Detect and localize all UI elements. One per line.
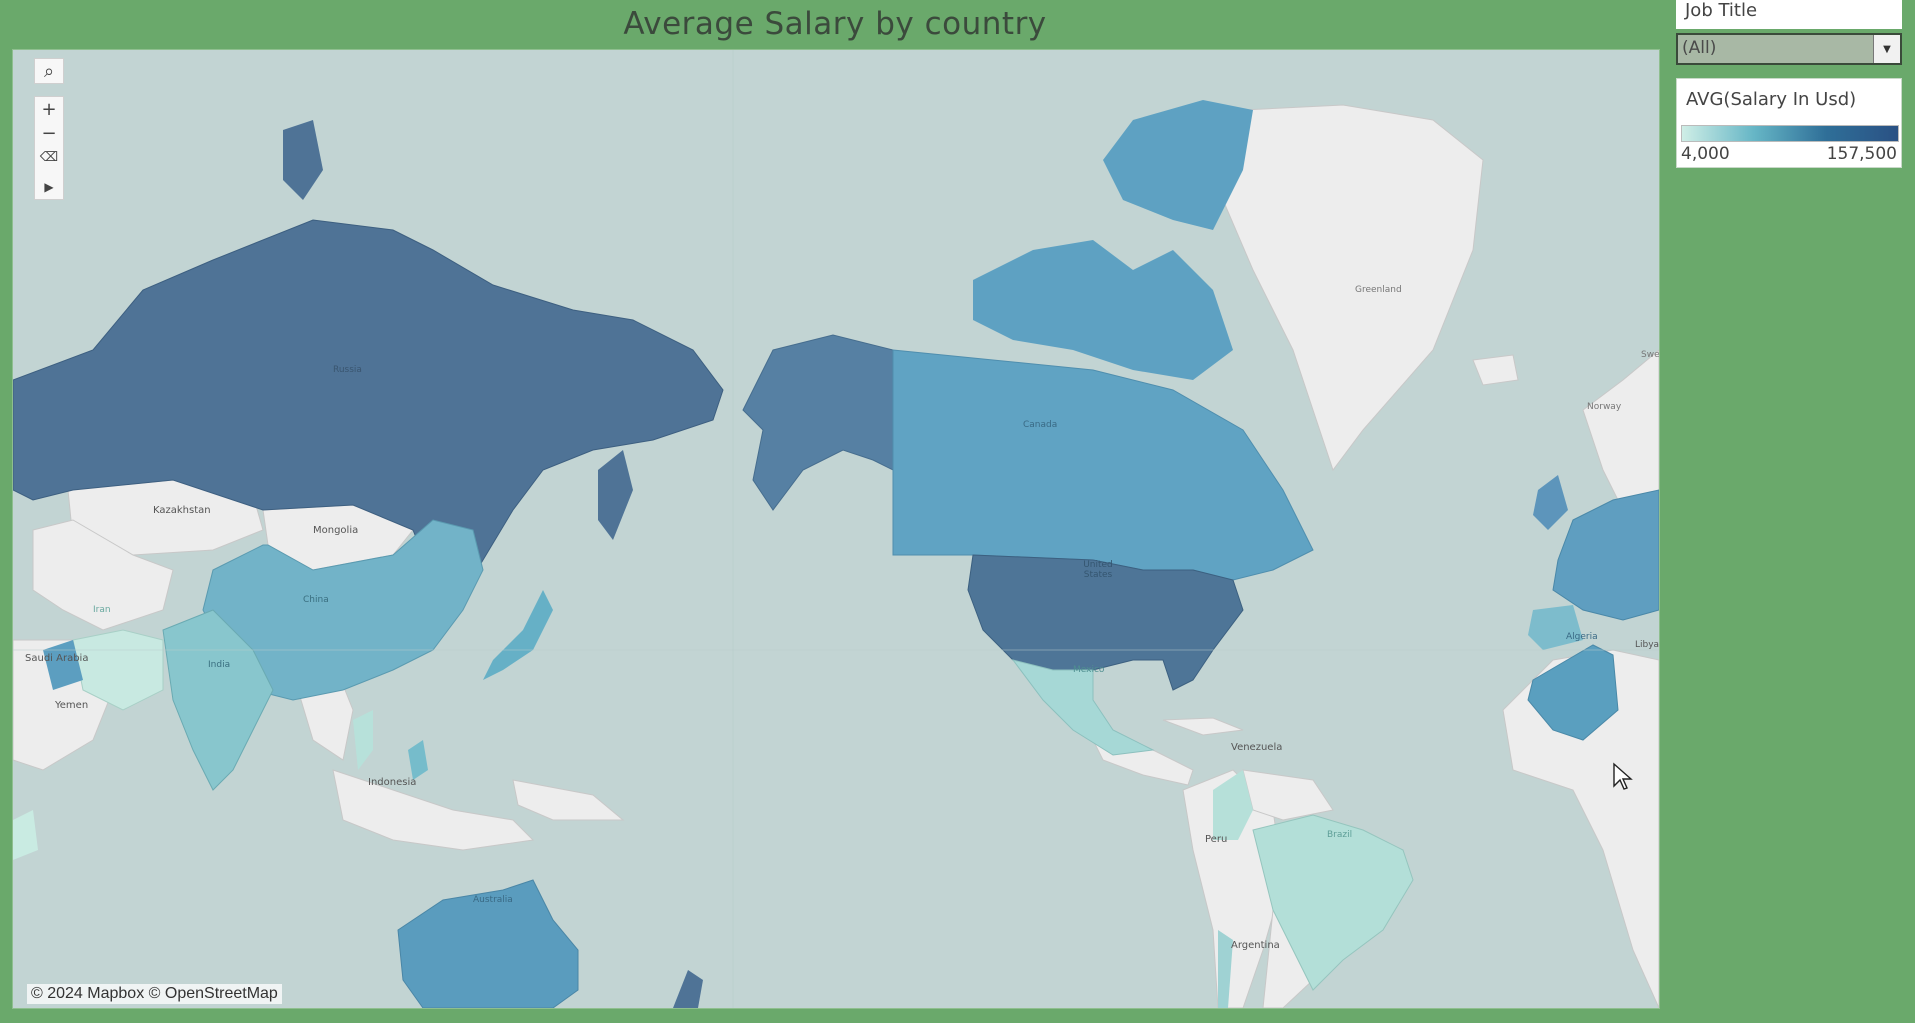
label-china: China — [303, 595, 329, 605]
scandinavia-region — [1582, 349, 1659, 511]
filter-selected-value: (All) — [1682, 38, 1717, 58]
label-venezuela: Venezuela — [1231, 742, 1283, 753]
chevron-down-icon[interactable]: ▼ — [1873, 35, 1900, 63]
label-canada: Canada — [1023, 420, 1058, 430]
label-russia: Russia — [333, 365, 362, 375]
zoom-in-icon[interactable]: + — [41, 98, 57, 120]
iberia-shape — [1528, 605, 1583, 650]
legend-title: AVG(Salary In Usd) — [1686, 89, 1857, 110]
colombia-shape — [1213, 770, 1253, 840]
iceland-region — [1472, 354, 1519, 386]
label-kazakhstan: Kazakhstan — [153, 505, 211, 516]
label-india: India — [208, 660, 231, 670]
png-region — [512, 779, 625, 821]
alaska-shape — [742, 334, 894, 511]
uk-shape — [1533, 475, 1568, 530]
europe-shape — [1552, 489, 1659, 621]
label-greenland: Greenland — [1355, 285, 1402, 295]
label-mongolia: Mongolia — [313, 525, 359, 536]
graticule — [13, 50, 1659, 1008]
unmatched-land — [13, 104, 1659, 1008]
new-zealand-shape — [673, 970, 703, 1008]
caribbean-region — [1162, 717, 1244, 736]
east-africa-shape — [13, 810, 38, 860]
brazil-shape — [1252, 814, 1414, 991]
label-peru: Peru — [1205, 834, 1228, 845]
greenland-region — [1222, 104, 1484, 472]
clear-selection-icon[interactable]: ⌫ — [39, 149, 59, 165]
japan-shape — [483, 590, 553, 680]
legend-max-value: 157,500 — [1826, 144, 1897, 164]
philippines-shape — [408, 740, 428, 780]
label-brazil: Brazil — [1327, 830, 1353, 840]
label-libya: Libya — [1635, 640, 1660, 650]
color-legend: AVG(Salary In Usd) 4,000 157,500 — [1676, 78, 1902, 168]
label-saudi-arabia: Saudi Arabia — [25, 653, 89, 664]
label-mexico: Mexico — [1073, 665, 1105, 675]
expand-toolbar-icon[interactable]: ▶ — [44, 180, 54, 194]
vietnam-shape — [353, 710, 373, 770]
job-title-filter-dropdown[interactable]: (All) ▼ — [1676, 33, 1902, 65]
canada-shape — [892, 349, 1314, 581]
label-sweden: Swe — [1641, 350, 1660, 360]
venezuela-region — [1242, 769, 1334, 821]
search-icon[interactable]: ⌕ — [43, 60, 55, 82]
indonesia-region — [332, 769, 535, 851]
label-argentina: Argentina — [1231, 940, 1280, 951]
dashboard-title: Average Salary by country — [623, 6, 1047, 42]
kamchatka-shape — [598, 450, 633, 540]
iraq-shape — [43, 640, 83, 690]
ellesmere-shape — [1103, 100, 1253, 230]
map-canvas[interactable] — [13, 50, 1659, 1008]
mexico-shape — [1011, 659, 1155, 756]
label-norway: Norway — [1587, 402, 1622, 412]
label-yemen: Yemen — [55, 700, 89, 711]
chile-shape — [1218, 930, 1233, 1008]
map-attribution: © 2024 Mapbox © OpenStreetMap — [27, 984, 282, 1004]
arctic-archipelago-shape — [973, 240, 1233, 380]
label-united-states: United States — [1083, 560, 1113, 580]
map-zoom-control: + − ⌫ ▶ — [34, 96, 64, 200]
legend-gradient-bar — [1681, 125, 1899, 142]
central-asia-region — [32, 519, 174, 631]
legend-min-value: 4,000 — [1681, 144, 1730, 164]
choropleth-map[interactable]: Kazakhstan Mongolia Saudi Arabia Yemen I… — [12, 49, 1660, 1009]
novaya-zemlya-shape — [283, 120, 323, 200]
india-shape — [162, 609, 274, 791]
russia-shape — [13, 219, 724, 611]
filter-title: Job Title — [1676, 0, 1902, 29]
algeria-shape — [1527, 644, 1619, 741]
label-iran: Iran — [93, 605, 111, 615]
label-australia: Australia — [473, 895, 513, 905]
label-indonesia: Indonesia — [368, 777, 417, 788]
mouse-cursor-icon — [1613, 762, 1633, 790]
zoom-out-icon[interactable]: − — [41, 122, 57, 144]
label-algeria: Algeria — [1566, 632, 1598, 642]
map-search-control[interactable]: ⌕ — [34, 58, 64, 84]
australia-shape — [397, 879, 579, 1008]
